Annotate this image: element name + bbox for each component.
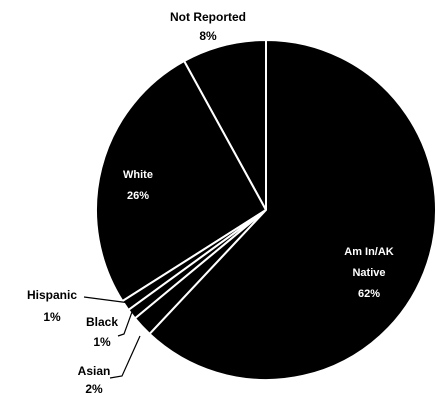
label-asian-value: 2% — [85, 382, 103, 396]
label-hispanic-name: Hispanic — [27, 288, 77, 302]
pie-slice-white — [94, 60, 267, 303]
label-am-in-ak-native-value: 62% — [358, 288, 380, 300]
label-hispanic-value: 1% — [43, 310, 61, 324]
label-white-value: 26% — [127, 190, 149, 202]
leader-line-asian — [109, 335, 141, 379]
leader-line-black — [117, 311, 133, 337]
pie-slices — [94, 39, 437, 381]
label-asian-name: Asian — [78, 364, 111, 378]
label-white-name: White — [123, 169, 153, 181]
label-am-in-ak-native-line2: Native — [352, 267, 385, 279]
pie-slice-am-in-ak-native — [148, 39, 437, 381]
label-black-name: Black — [86, 315, 118, 329]
label-am-in-ak-native-line1: Am In/AK — [344, 246, 394, 258]
label-black-value: 1% — [93, 335, 111, 349]
leader-line-hispanic — [83, 296, 131, 304]
label-not-reported-value: 8% — [199, 29, 217, 43]
label-not-reported-name: Not Reported — [170, 10, 246, 24]
